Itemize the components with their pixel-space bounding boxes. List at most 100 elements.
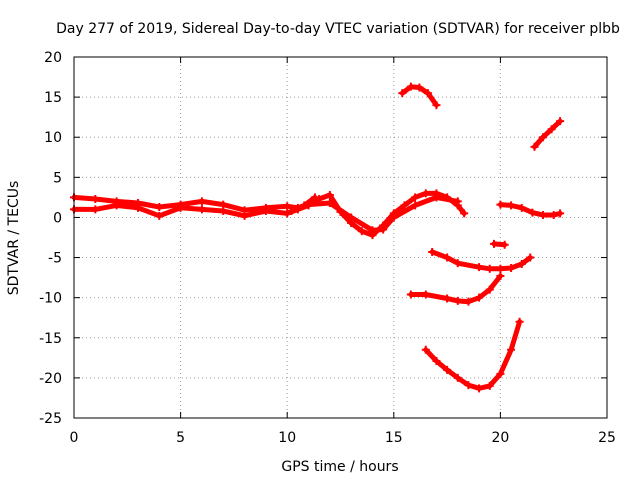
data-point bbox=[261, 207, 270, 216]
data-point bbox=[475, 263, 484, 272]
data-point bbox=[406, 290, 415, 299]
data-point bbox=[443, 294, 452, 303]
data-point bbox=[432, 101, 441, 110]
data-point bbox=[432, 357, 441, 366]
y-tick-label: -20 bbox=[39, 371, 62, 387]
series-10-line bbox=[423, 319, 523, 391]
data-point bbox=[507, 345, 516, 354]
data-point bbox=[421, 290, 430, 299]
data-point bbox=[530, 142, 539, 151]
data-point bbox=[240, 211, 249, 220]
y-tick-label: 15 bbox=[44, 90, 62, 106]
y-tick-label: -15 bbox=[39, 331, 62, 347]
y-tick-label: -10 bbox=[39, 291, 62, 307]
data-point bbox=[490, 239, 499, 248]
y-tick-label: 20 bbox=[44, 50, 62, 66]
data-point bbox=[283, 202, 292, 211]
series-10 bbox=[421, 317, 524, 393]
y-tick-label: 0 bbox=[53, 210, 62, 226]
x-tick-label: 5 bbox=[176, 430, 185, 446]
y-axis-label: SDTVAR / TECUs bbox=[6, 181, 22, 296]
series-7 bbox=[490, 239, 509, 249]
data-point bbox=[507, 263, 516, 272]
data-point bbox=[219, 207, 228, 216]
data-point bbox=[517, 259, 526, 268]
data-point bbox=[549, 211, 558, 220]
data-point bbox=[496, 264, 505, 273]
data-point bbox=[411, 201, 420, 210]
data-point bbox=[464, 381, 473, 390]
series-1 bbox=[70, 193, 462, 235]
data-series bbox=[70, 82, 565, 393]
data-point bbox=[176, 203, 185, 212]
data-point bbox=[368, 231, 377, 240]
series-3 bbox=[287, 193, 319, 216]
data-point bbox=[91, 194, 100, 203]
series-6 bbox=[530, 117, 565, 151]
x-tick-label: 20 bbox=[491, 430, 509, 446]
data-point bbox=[155, 203, 164, 212]
data-point bbox=[547, 125, 556, 134]
y-tick-label: 10 bbox=[44, 130, 62, 146]
x-tick-label: 25 bbox=[598, 430, 616, 446]
data-point bbox=[539, 211, 548, 220]
data-point bbox=[528, 208, 537, 217]
data-point bbox=[197, 205, 206, 214]
data-point bbox=[496, 369, 505, 378]
data-point bbox=[556, 117, 565, 126]
data-point bbox=[464, 297, 473, 306]
data-point bbox=[415, 83, 424, 92]
y-tick-label: 5 bbox=[53, 170, 62, 186]
data-point bbox=[91, 205, 100, 214]
plot-frame bbox=[73, 56, 608, 419]
data-point bbox=[507, 201, 516, 210]
data-point bbox=[517, 203, 526, 212]
data-point bbox=[347, 219, 356, 228]
data-point bbox=[133, 203, 142, 212]
data-point bbox=[485, 381, 494, 390]
series-2 bbox=[70, 189, 469, 240]
grid bbox=[74, 57, 607, 418]
data-point bbox=[389, 209, 398, 218]
data-point bbox=[379, 221, 388, 230]
data-point bbox=[432, 189, 441, 198]
data-point bbox=[398, 89, 407, 98]
data-point bbox=[475, 293, 484, 302]
x-tick-label: 0 bbox=[70, 430, 79, 446]
data-point bbox=[453, 296, 462, 305]
series-8 bbox=[428, 247, 535, 273]
x-tick-label: 15 bbox=[385, 430, 403, 446]
chart-title: Day 277 of 2019, Sidereal Day-to-day VTE… bbox=[56, 21, 620, 37]
data-point bbox=[411, 193, 420, 202]
data-point bbox=[453, 259, 462, 268]
axis-ticks bbox=[73, 56, 608, 419]
data-point bbox=[443, 365, 452, 374]
data-point bbox=[500, 240, 509, 249]
data-point bbox=[155, 211, 164, 220]
data-point bbox=[453, 373, 462, 382]
series-2-line bbox=[71, 190, 467, 238]
data-point bbox=[539, 133, 548, 142]
data-point bbox=[283, 209, 292, 218]
data-point bbox=[460, 209, 469, 218]
data-point bbox=[325, 190, 334, 199]
data-point bbox=[453, 201, 462, 210]
series-6-line bbox=[532, 118, 563, 150]
data-point bbox=[310, 193, 319, 202]
data-point bbox=[475, 384, 484, 393]
data-point bbox=[400, 201, 409, 210]
data-point bbox=[112, 201, 121, 210]
data-point bbox=[496, 200, 505, 209]
series-4 bbox=[398, 82, 441, 110]
y-tick-label: -5 bbox=[48, 251, 62, 267]
data-point bbox=[336, 207, 345, 216]
data-point bbox=[423, 89, 432, 98]
data-point bbox=[406, 82, 415, 91]
y-tick-label: -25 bbox=[39, 411, 62, 427]
x-tick-label: 10 bbox=[278, 430, 296, 446]
data-point bbox=[300, 201, 309, 210]
data-point bbox=[443, 193, 452, 202]
data-point bbox=[428, 247, 437, 256]
x-axis-label: GPS time / hours bbox=[281, 459, 398, 475]
